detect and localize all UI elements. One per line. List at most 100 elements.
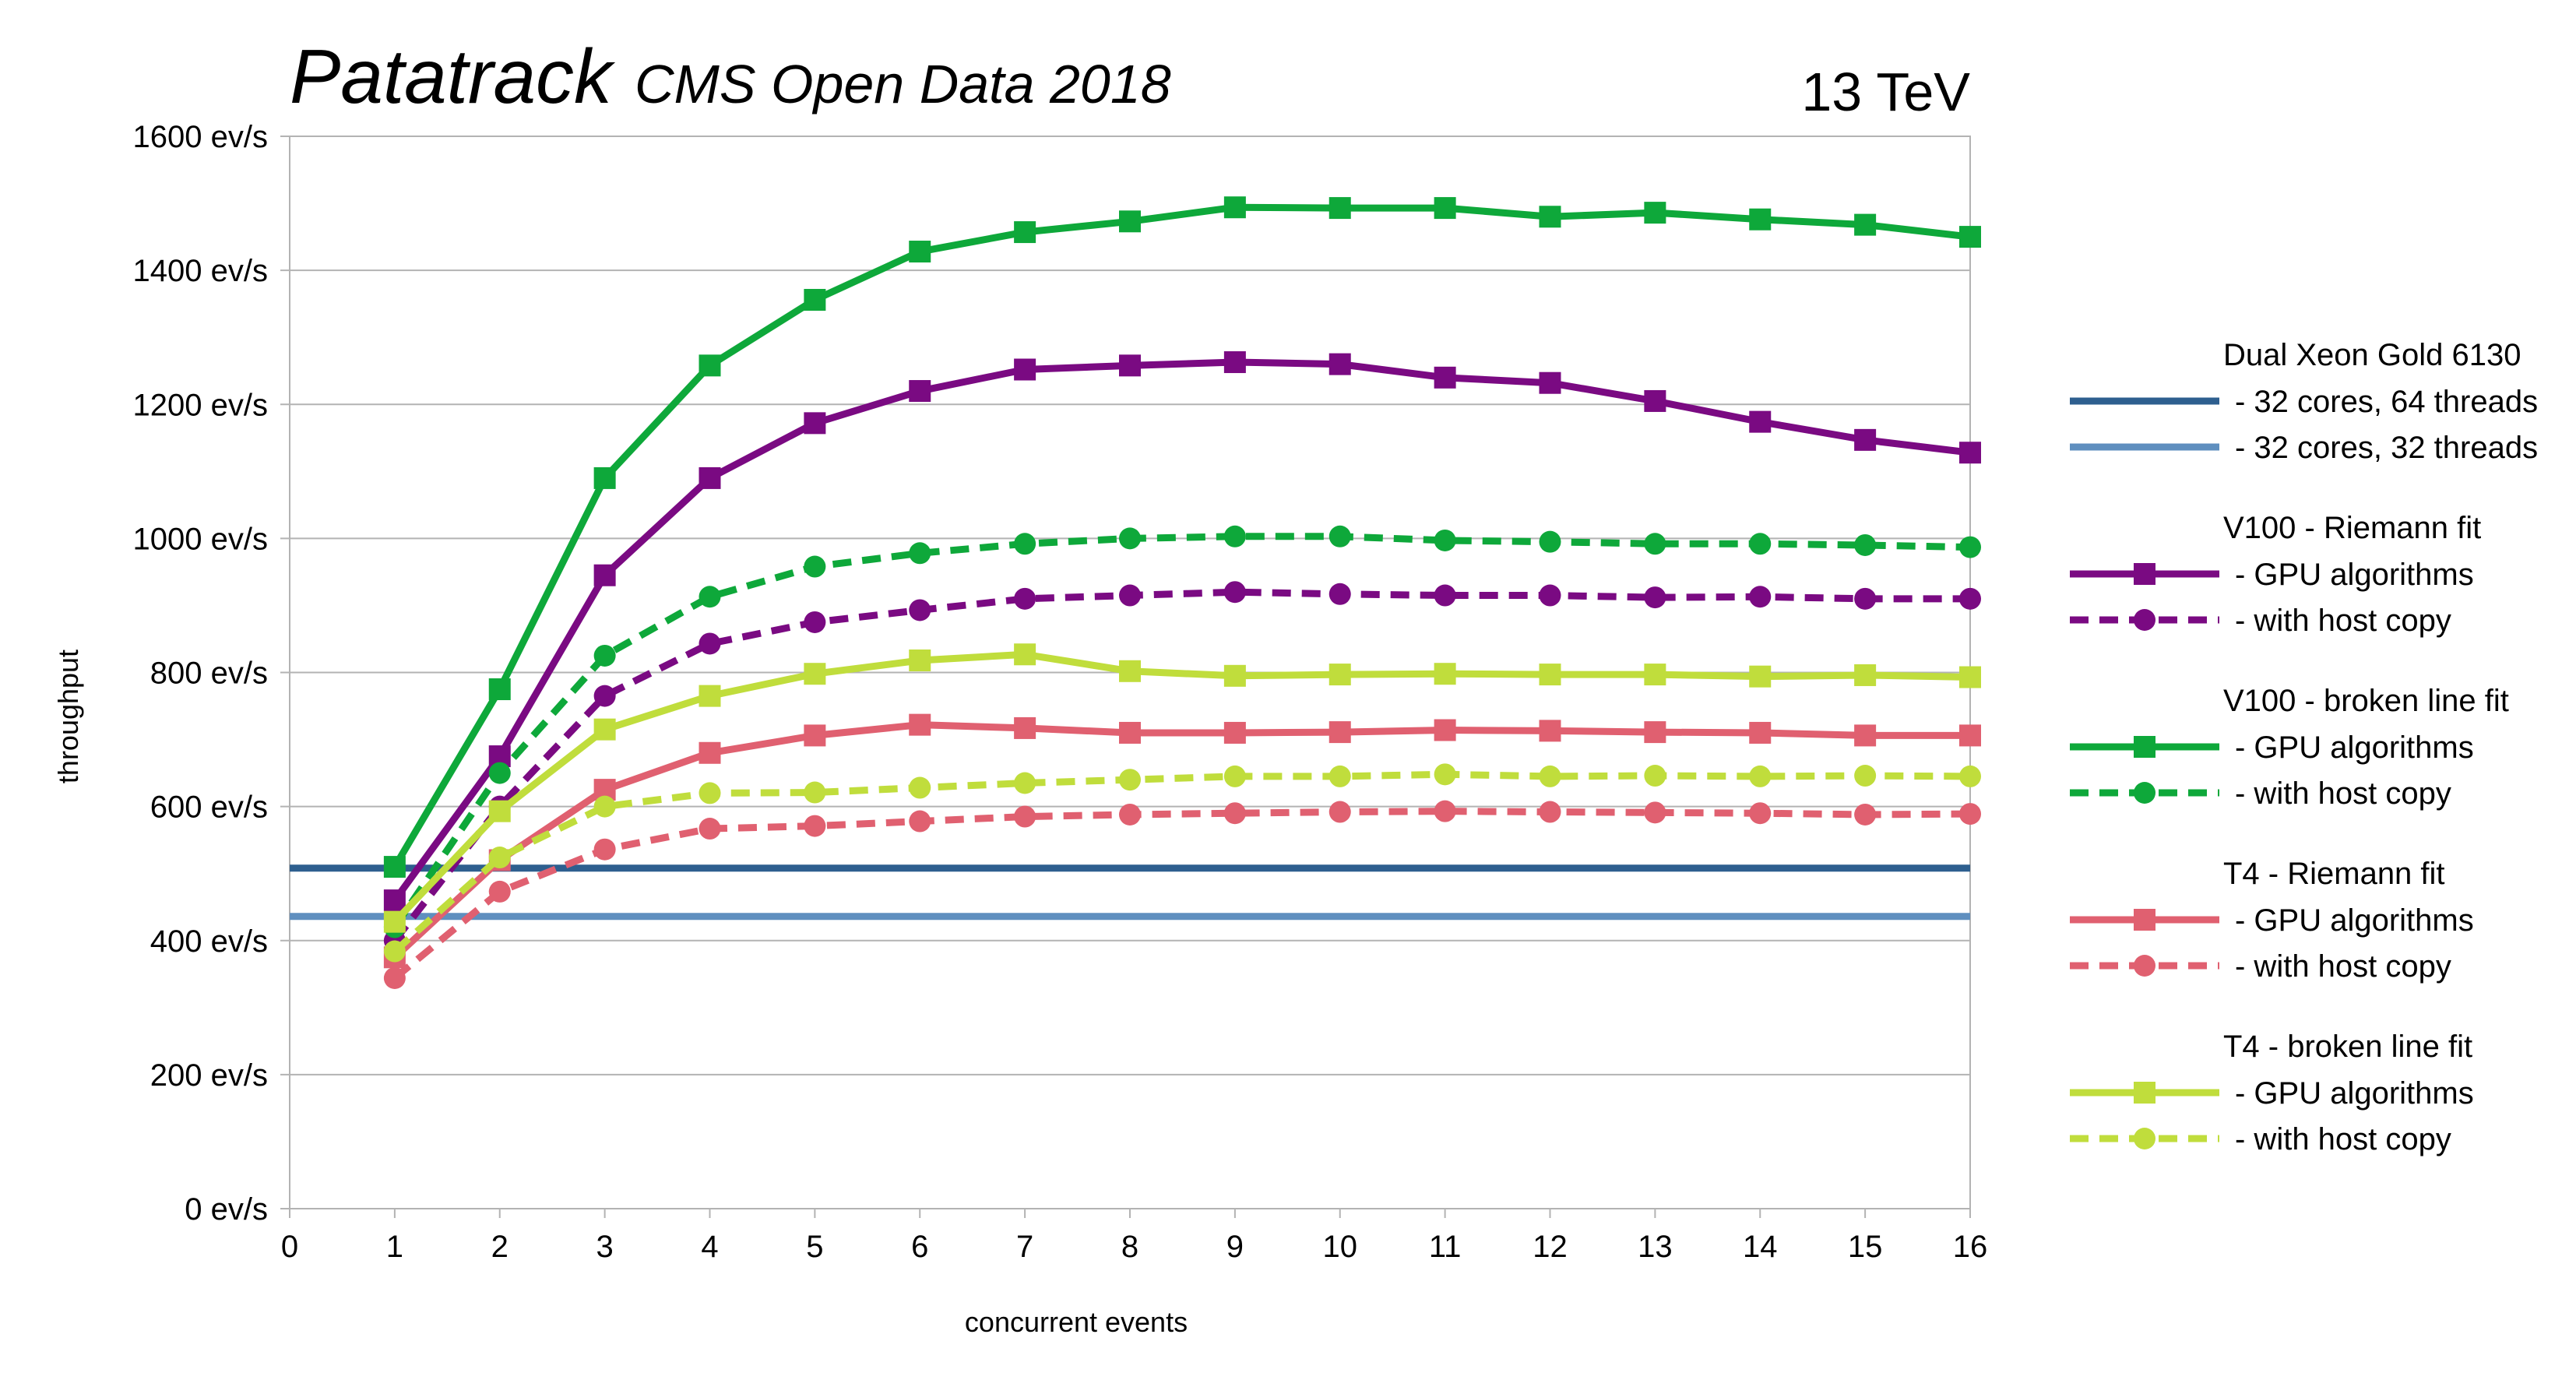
data-point bbox=[1329, 354, 1351, 375]
x-tick-label: 11 bbox=[1429, 1230, 1462, 1264]
data-point bbox=[804, 611, 825, 633]
x-tick-label: 1 bbox=[386, 1230, 403, 1264]
legend-group-title: T4 - Riemann fit bbox=[2223, 857, 2445, 891]
data-point bbox=[1854, 534, 1876, 556]
y-tick-label: 1000 ev/s bbox=[133, 522, 268, 556]
data-point bbox=[489, 881, 511, 903]
data-point bbox=[594, 467, 616, 489]
x-tick-label: 4 bbox=[701, 1230, 718, 1264]
data-point bbox=[1959, 442, 1981, 463]
data-point bbox=[1854, 724, 1876, 746]
data-point bbox=[804, 663, 825, 685]
data-point bbox=[699, 818, 721, 840]
x-tick-label: 3 bbox=[596, 1230, 614, 1264]
x-tick-label: 6 bbox=[911, 1230, 928, 1264]
legend-swatch-marker bbox=[2134, 736, 2155, 758]
data-point bbox=[909, 650, 931, 671]
data-point bbox=[1854, 804, 1876, 826]
data-point bbox=[384, 856, 406, 878]
y-tick-label: 1600 ev/s bbox=[133, 120, 268, 154]
data-point bbox=[384, 889, 406, 911]
data-point bbox=[804, 289, 825, 311]
legend-item-label: - with host copy bbox=[2235, 776, 2451, 811]
y-axis-label: throughput bbox=[52, 650, 84, 783]
y-tick-label: 800 ev/s bbox=[150, 657, 268, 691]
data-point bbox=[1749, 209, 1771, 231]
chart-title-main: Patatrack bbox=[290, 33, 616, 119]
legend-swatch-marker bbox=[2134, 1082, 2155, 1104]
data-point bbox=[699, 632, 721, 654]
legend-swatch-marker bbox=[2134, 609, 2155, 631]
legend-swatch-marker bbox=[2134, 563, 2155, 585]
data-point bbox=[1329, 526, 1351, 547]
data-point bbox=[1540, 801, 1561, 823]
data-point bbox=[1854, 214, 1876, 236]
x-tick-label: 10 bbox=[1323, 1230, 1358, 1264]
data-point bbox=[699, 354, 721, 376]
data-point bbox=[1540, 372, 1561, 394]
y-tick-label: 600 ev/s bbox=[150, 790, 268, 825]
data-point bbox=[1644, 390, 1666, 412]
data-point bbox=[1540, 766, 1561, 787]
data-point bbox=[1119, 722, 1141, 744]
data-point bbox=[1434, 720, 1456, 741]
x-tick-label: 9 bbox=[1226, 1230, 1244, 1264]
series-line bbox=[395, 362, 1970, 900]
data-point bbox=[1329, 801, 1351, 823]
data-point bbox=[1119, 585, 1141, 607]
data-point bbox=[1644, 664, 1666, 685]
data-point bbox=[699, 467, 721, 489]
data-point bbox=[909, 241, 931, 262]
data-point bbox=[1224, 802, 1246, 824]
data-point bbox=[909, 777, 931, 799]
legend-swatch-marker bbox=[2134, 1128, 2155, 1149]
x-tick-label: 12 bbox=[1533, 1230, 1568, 1264]
data-point bbox=[1434, 367, 1456, 389]
data-point bbox=[804, 815, 825, 837]
legend-item-label: - GPU algorithms bbox=[2235, 1076, 2474, 1111]
x-tick-label: 0 bbox=[281, 1230, 298, 1264]
data-point bbox=[1224, 766, 1246, 787]
data-point bbox=[1224, 722, 1246, 744]
y-tick-label: 400 ev/s bbox=[150, 924, 268, 959]
data-point bbox=[1329, 721, 1351, 743]
data-point bbox=[1014, 588, 1036, 610]
data-point bbox=[1119, 804, 1141, 826]
series-group bbox=[384, 351, 1981, 911]
y-tick-label: 0 ev/s bbox=[185, 1192, 268, 1227]
y-axis-ticks: 0 ev/s 200 ev/s 400 ev/s 600 ev/s 800 ev/s 10… bbox=[133, 120, 290, 1227]
data-point bbox=[1224, 526, 1246, 547]
legend-item-label: - 32 cores, 64 threads bbox=[2235, 385, 2538, 419]
legend-item-label: - with host copy bbox=[2235, 604, 2451, 638]
series-group bbox=[384, 581, 1981, 952]
data-point bbox=[1749, 533, 1771, 554]
data-point bbox=[909, 542, 931, 564]
data-point bbox=[1119, 527, 1141, 549]
data-point bbox=[1119, 210, 1141, 232]
x-tick-label: 15 bbox=[1848, 1230, 1883, 1264]
legend-group-title: V100 - broken line fit bbox=[2223, 684, 2509, 718]
legend-item-label: - with host copy bbox=[2235, 1122, 2451, 1156]
data-point bbox=[1540, 720, 1561, 741]
y-tick-label: 1200 ev/s bbox=[133, 388, 268, 422]
data-point bbox=[1644, 202, 1666, 224]
x-tick-label: 14 bbox=[1743, 1230, 1778, 1264]
data-point bbox=[1119, 769, 1141, 790]
legend-group-title: V100 - Riemann fit bbox=[2223, 511, 2481, 545]
data-point bbox=[1644, 533, 1666, 554]
data-point bbox=[1329, 197, 1351, 219]
legend-item-label: - GPU algorithms bbox=[2235, 730, 2474, 765]
data-point bbox=[1014, 643, 1036, 665]
data-point bbox=[1749, 802, 1771, 824]
data-point bbox=[1119, 354, 1141, 376]
data-point bbox=[1854, 429, 1876, 451]
data-point bbox=[699, 782, 721, 804]
data-point bbox=[1224, 196, 1246, 218]
data-point bbox=[489, 801, 511, 822]
legend-item-label: - 32 cores, 32 threads bbox=[2235, 431, 2538, 465]
chart-title-sub: CMS Open Data 2018 bbox=[635, 54, 1171, 114]
data-point bbox=[1540, 531, 1561, 553]
data-point bbox=[1749, 586, 1771, 607]
data-point bbox=[384, 941, 406, 963]
legend-item-label: - with host copy bbox=[2235, 949, 2451, 984]
